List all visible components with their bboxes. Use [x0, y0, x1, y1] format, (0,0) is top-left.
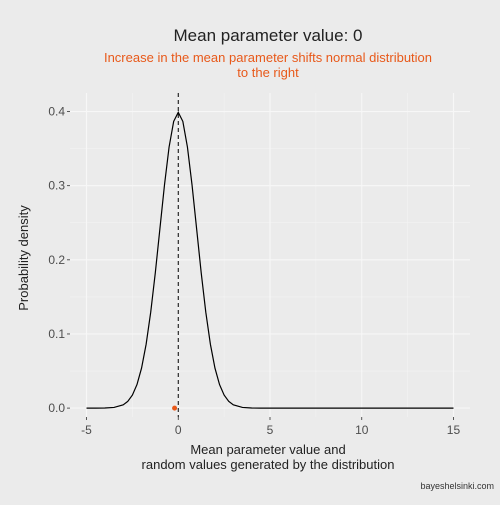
chart-subtitle-line-1: Increase in the mean parameter shifts no… [104, 50, 432, 65]
mark-layer [86, 93, 454, 417]
x-tick-label: 0 [175, 423, 182, 437]
axis-layer: -5 0 5 10 15 0.0 0.1 0.2 0.3 0.4 [48, 105, 460, 437]
chart-caption: bayeshelsinki.com [420, 481, 494, 491]
y-tick-label: 0.0 [48, 401, 65, 415]
y-tick-label: 0.3 [48, 179, 65, 193]
x-axis-label-line-1: Mean parameter value and [190, 442, 345, 457]
y-tick-label: 0.1 [48, 327, 65, 341]
y-tick-label: 0.4 [48, 105, 65, 119]
density-curve [86, 111, 454, 409]
x-tick-label: 15 [447, 423, 461, 437]
chart-title: Mean parameter value: 0 [174, 26, 363, 45]
y-axis-label: Probability density [16, 205, 31, 311]
x-tick-label: -5 [81, 423, 92, 437]
x-tick-label: 10 [355, 423, 369, 437]
x-tick-label: 5 [267, 423, 274, 437]
random-value-point [172, 405, 178, 411]
chart-subtitle-line-2: to the right [237, 65, 299, 80]
x-axis-label-line-2: random values generated by the distribut… [142, 457, 395, 472]
y-tick-label: 0.2 [48, 253, 65, 267]
